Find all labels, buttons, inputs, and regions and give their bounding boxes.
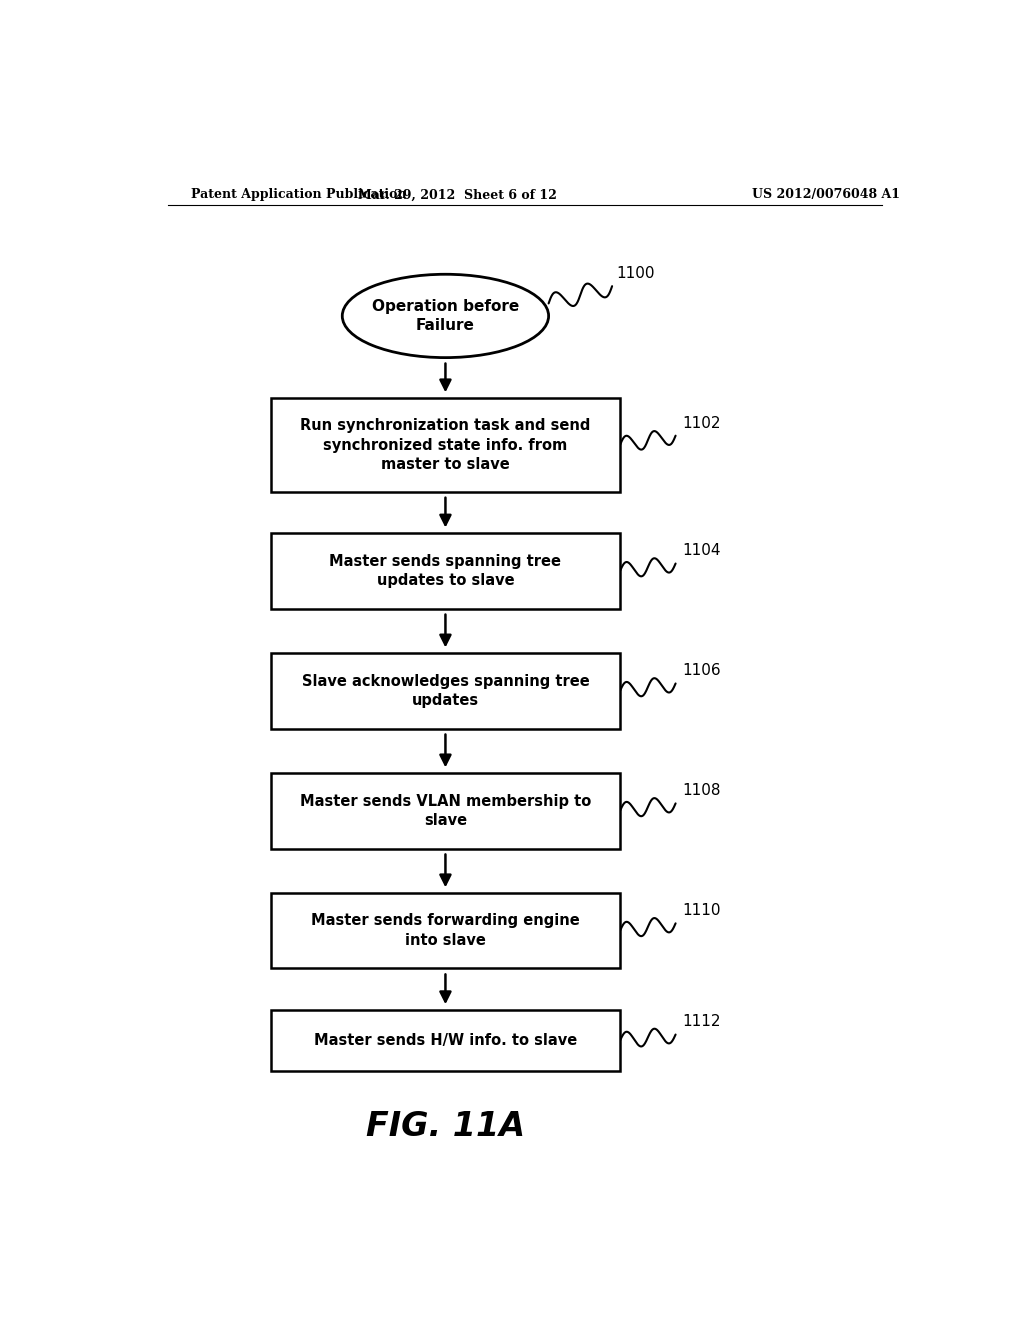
Text: 1104: 1104 [682, 544, 721, 558]
FancyBboxPatch shape [270, 533, 620, 609]
FancyBboxPatch shape [270, 399, 620, 492]
FancyBboxPatch shape [270, 653, 620, 729]
Text: US 2012/0076048 A1: US 2012/0076048 A1 [753, 189, 900, 202]
Text: 1106: 1106 [682, 664, 721, 678]
Text: Mar. 29, 2012  Sheet 6 of 12: Mar. 29, 2012 Sheet 6 of 12 [358, 189, 557, 202]
Text: Patent Application Publication: Patent Application Publication [191, 189, 407, 202]
Text: Master sends H/W info. to slave: Master sends H/W info. to slave [313, 1034, 578, 1048]
Text: 1100: 1100 [616, 267, 654, 281]
Text: Run synchronization task and send
synchronized state info. from
master to slave: Run synchronization task and send synchr… [300, 417, 591, 473]
Text: 1110: 1110 [682, 903, 721, 919]
Text: 1108: 1108 [682, 783, 721, 799]
Text: Slave acknowledges spanning tree
updates: Slave acknowledges spanning tree updates [301, 673, 590, 709]
Text: Master sends VLAN membership to
slave: Master sends VLAN membership to slave [300, 793, 591, 829]
Ellipse shape [342, 275, 549, 358]
FancyBboxPatch shape [270, 894, 620, 969]
Text: 1112: 1112 [682, 1015, 721, 1030]
Text: 1102: 1102 [682, 416, 721, 430]
Text: FIG. 11A: FIG. 11A [366, 1110, 525, 1143]
Text: Master sends forwarding engine
into slave: Master sends forwarding engine into slav… [311, 913, 580, 948]
Text: Master sends spanning tree
updates to slave: Master sends spanning tree updates to sl… [330, 553, 561, 589]
Text: Operation before
Failure: Operation before Failure [372, 298, 519, 334]
FancyBboxPatch shape [270, 1010, 620, 1071]
FancyBboxPatch shape [270, 774, 620, 849]
